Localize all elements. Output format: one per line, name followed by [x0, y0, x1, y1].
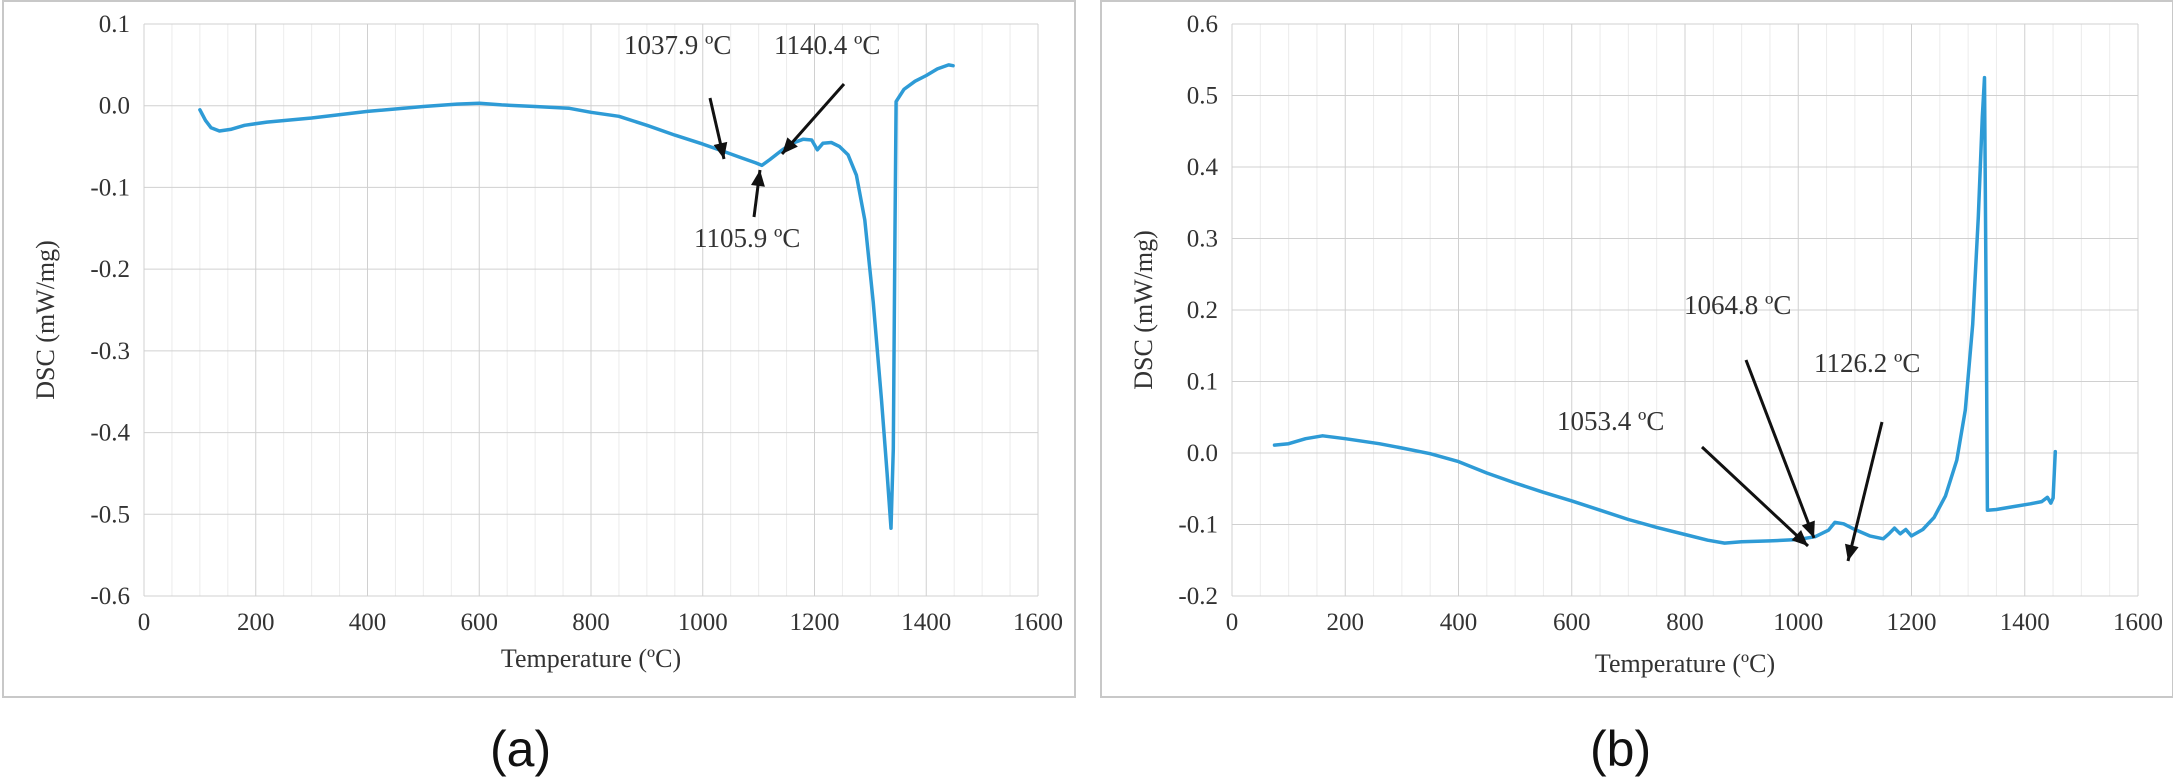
y-tick-label-b: -0.2 — [1178, 583, 1218, 610]
y-tick-label-a: -0.6 — [90, 583, 130, 610]
chart-a-svg: 0 200 400 600 800 1000 1200 1400 1600 -0.6 -0.5 -0.… — [31, 11, 1063, 673]
annotation-arrowhead-a — [782, 137, 798, 154]
y-axis-label-b: DSC (mW/mg) — [1129, 230, 1158, 390]
y-tick-label-b: -0.1 — [1178, 512, 1218, 539]
x-tick-label-a: 1200 — [790, 609, 840, 636]
y-tick-label-a: -0.5 — [90, 501, 130, 528]
annotation-label-a: 1140.4 ºC — [774, 30, 880, 60]
x-tick-label-b: 1600 — [2113, 609, 2163, 636]
x-axis-label-a: Temperature (ºC) — [501, 644, 681, 673]
x-tick-label-a: 800 — [572, 609, 610, 636]
y-tick-label-b: 0.1 — [1187, 369, 1218, 396]
annotation-label-a: 1037.9 ºC — [624, 30, 731, 60]
annotation-arrowhead-a — [713, 141, 728, 159]
x-tick-label-b: 1200 — [1887, 609, 1937, 636]
x-tick-label-b: 600 — [1553, 609, 1591, 636]
x-tick-label-b: 1400 — [2000, 609, 2050, 636]
y-tick-label-b: 0.4 — [1187, 154, 1219, 181]
panel-label-a: (a) — [490, 721, 552, 777]
annotation-arrowhead-b — [1791, 529, 1808, 546]
y-tick-label-a: -0.2 — [90, 256, 130, 283]
chart-panel-a: 0 200 400 600 800 1000 1200 1400 1600 -0.6 -0.5 -0.… — [2, 0, 1076, 698]
annotation-arrow-b — [1700, 445, 1810, 548]
x-tick-label-b: 400 — [1440, 609, 1478, 636]
x-tick-label-a: 200 — [237, 609, 275, 636]
y-tick-label-b: 0.5 — [1187, 83, 1218, 110]
annotation-arrowhead-b — [1845, 543, 1859, 561]
y-tick-label-a: -0.4 — [90, 420, 130, 447]
y-tick-label-a: 0.1 — [99, 11, 130, 38]
chart-panel-b: 0 200 400 600 800 1000 1200 1400 1600 -0.2 -0.1 0.0… — [1100, 0, 2173, 698]
chart-b-svg: 0 200 400 600 800 1000 1200 1400 1600 -0.2 -0.1 0.0… — [1129, 11, 2163, 678]
dsc-curve-a — [198, 63, 955, 530]
x-tick-label-a: 400 — [349, 609, 387, 636]
annotation-label-b: 1126.2 ºC — [1814, 348, 1920, 378]
y-tick-label-a: -0.3 — [90, 338, 130, 365]
x-tick-label-a: 1600 — [1013, 609, 1063, 636]
x-tick-label-b: 200 — [1327, 609, 1365, 636]
x-tick-label-b: 1000 — [1773, 609, 1823, 636]
annotation-arrow-b — [1846, 421, 1884, 562]
x-tick-label-b: 0 — [1226, 609, 1239, 636]
x-tick-label-a: 0 — [138, 609, 151, 636]
x-tick-label-b: 800 — [1666, 609, 1704, 636]
panel-label-b: (b) — [1590, 721, 1652, 777]
annotation-arrow-b — [1744, 359, 1816, 539]
annotation-label-b: 1064.8 ºC — [1684, 290, 1791, 320]
x-tick-label-a: 1400 — [901, 609, 951, 636]
x-axis-label-b: Temperature (ºC) — [1595, 649, 1775, 678]
annotation-arrowhead-b — [1801, 520, 1815, 538]
annotation-label-a: 1105.9 ºC — [694, 223, 800, 253]
y-axis-label-a: DSC (mW/mg) — [31, 240, 60, 400]
y-tick-label-a: 0.0 — [99, 93, 130, 120]
annotation-label-b: 1053.4 ºC — [1557, 406, 1664, 436]
y-tick-label-b: 0.2 — [1187, 297, 1218, 324]
y-tick-label-b: 0.6 — [1187, 11, 1218, 38]
x-tick-label-a: 600 — [461, 609, 499, 636]
x-tick-label-a: 1000 — [678, 609, 728, 636]
y-tick-label-b: 0.0 — [1187, 440, 1218, 467]
y-tick-label-b: 0.3 — [1187, 226, 1218, 253]
y-tick-label-a: -0.1 — [90, 174, 130, 201]
annotation-arrowhead-a — [751, 170, 765, 187]
